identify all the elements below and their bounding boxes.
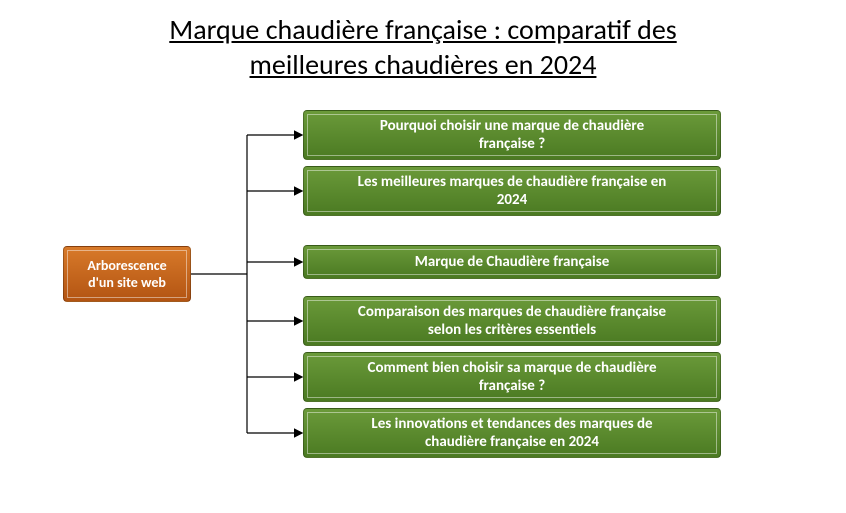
leaf-label-line: Les innovations et tendances des marques…: [371, 415, 652, 433]
leaf-label-line: Marque de Chaudière française: [415, 253, 610, 271]
leaf-label-line: Les meilleures marques de chaudière fran…: [358, 173, 667, 191]
leaf-label-line: Comment bien choisir sa marque de chaudi…: [368, 359, 657, 377]
tree-leaf: Marque de Chaudière française: [303, 245, 721, 279]
leaf-label-line: selon les critères essentiels: [428, 321, 596, 339]
tree-leaf: Comparaison des marques de chaudière fra…: [303, 296, 721, 346]
title-line-1: Marque chaudière française : comparatif …: [0, 12, 846, 47]
leaf-label-line: 2024: [497, 191, 527, 209]
leaf-label-line: Comparaison des marques de chaudière fra…: [358, 303, 666, 321]
tree-leaf: Comment bien choisir sa marque de chaudi…: [303, 352, 721, 402]
leaf-label-line: française ?: [479, 377, 545, 395]
page-title: Marque chaudière française : comparatif …: [0, 12, 846, 82]
leaf-label-line: Pourquoi choisir une marque de chaudière: [380, 117, 644, 135]
title-line-2: meilleures chaudières en 2024: [0, 47, 846, 82]
tree-leaf: Pourquoi choisir une marque de chaudière…: [303, 110, 721, 160]
tree-leaf: Les meilleures marques de chaudière fran…: [303, 166, 721, 216]
leaf-label-line: chaudière française en 2024: [425, 433, 599, 451]
root-label-line: Arborescence: [87, 257, 166, 274]
leaf-label-line: française ?: [479, 135, 545, 153]
tree-root: Arborescenced'un site web: [63, 246, 191, 302]
root-label-line: d'un site web: [88, 274, 166, 291]
tree-leaf: Les innovations et tendances des marques…: [303, 408, 721, 458]
